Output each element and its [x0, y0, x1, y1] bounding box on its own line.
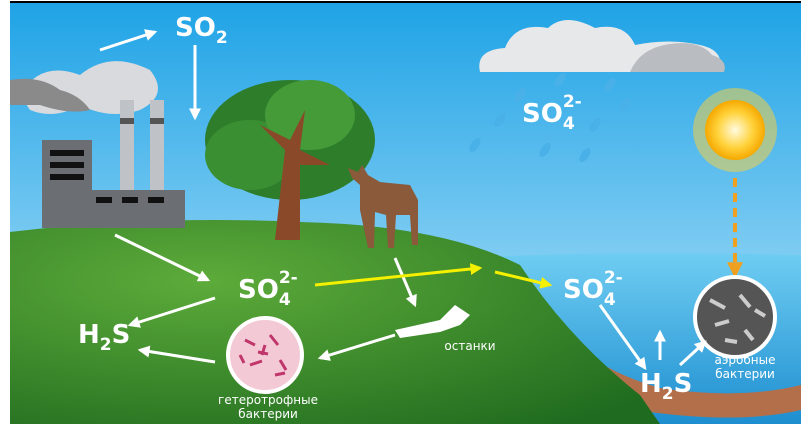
formula-base: SO: [238, 275, 279, 305]
heterotrophic-bacteria-image: [228, 318, 302, 392]
formula-sub: 2: [100, 335, 112, 355]
aerobic-bacteria-image: [695, 277, 775, 357]
formula-sup: 2-: [563, 92, 582, 112]
formula-base: SO: [175, 13, 216, 43]
formula-rest: S: [674, 369, 693, 399]
formula-base: H: [640, 369, 662, 399]
formula-sup: 2-: [279, 268, 298, 288]
formula-base: SO: [522, 99, 563, 129]
formula-sup: 2-: [604, 268, 623, 288]
aerobic-label: бактерии: [715, 367, 775, 381]
formula-sub: 2: [216, 28, 228, 48]
remains-label: останки: [444, 339, 495, 353]
formula-sub: 4: [279, 290, 291, 310]
sulfur-cycle-diagram: SO2 SO42- SO42- SO42- H2S H2S останки ге…: [0, 0, 801, 424]
formula-sub: 4: [604, 290, 616, 310]
aerobic-label: аэробные: [714, 353, 775, 367]
sun: [693, 88, 777, 172]
heterotrophic-label: бактерии: [238, 407, 298, 421]
formula-rest: S: [112, 320, 131, 350]
formula-sub: 2: [662, 384, 674, 404]
formula-sub: 4: [563, 114, 575, 134]
heterotrophic-label: гетеротрофные: [218, 393, 318, 407]
formula-base: SO: [563, 275, 604, 305]
formula-base: H: [78, 320, 100, 350]
